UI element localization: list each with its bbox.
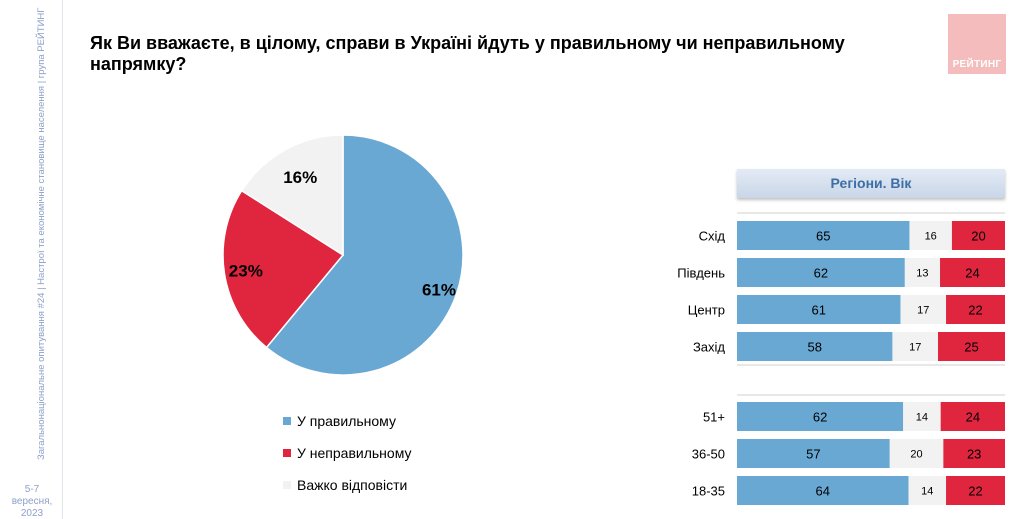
bar-segment-hard <box>900 295 947 324</box>
bar-segment-right <box>737 221 910 250</box>
pie-slice-hard <box>240 134 344 257</box>
bar-value-hard: 17 <box>917 305 929 317</box>
bar-value-right: 64 <box>816 484 830 499</box>
bar-segment-right <box>737 258 905 287</box>
bar-value-hard: 14 <box>916 412 928 424</box>
bar-value-right: 65 <box>816 229 830 244</box>
pie-legend: У правильному У неправильному Важко відп… <box>283 405 411 501</box>
legend-swatch-hard <box>283 481 291 489</box>
pie-label-right: 61% <box>422 281 456 300</box>
page-title: Як Ви вважаєте, в цілому, справи в Украї… <box>90 33 845 74</box>
bar-segment-hard <box>892 332 938 361</box>
legend-label-hard: Важко відповісти <box>297 477 408 493</box>
pie-slice-right <box>265 134 464 376</box>
bar-category-label: 36-50 <box>692 447 725 462</box>
bar-value-wrong: 24 <box>966 410 980 425</box>
bar-value-wrong: 25 <box>964 340 978 355</box>
bar-value-right: 62 <box>813 410 827 425</box>
legend-label-right: У правильному <box>297 413 396 429</box>
bar-value-right: 61 <box>812 303 826 318</box>
bar-chart-title: Регіони. Вік <box>737 169 1005 198</box>
survey-date: 5-7 вересня, 2023 <box>4 484 60 519</box>
side-divider <box>62 0 63 519</box>
bar-segment-hard <box>903 402 941 431</box>
bar-value-right: 58 <box>807 340 821 355</box>
bar-segment-wrong <box>940 258 1005 287</box>
bar-segment-wrong <box>940 402 1005 431</box>
side-strip <box>0 0 62 519</box>
rating-logo: РЕЙТИНГ <box>948 14 1006 74</box>
bar-value-hard: 17 <box>909 342 921 354</box>
bar-segment-hard <box>909 221 952 250</box>
bar-segment-wrong <box>943 439 1005 468</box>
survey-caption: Загальнонаціональне опитування #24 | Нас… <box>36 7 47 460</box>
bar-category-label: 51+ <box>703 410 725 425</box>
legend-item-wrong: У неправильному <box>283 437 411 469</box>
bar-segment-right <box>737 476 909 505</box>
pie-chart: 61% 23% 16% <box>222 134 464 376</box>
legend-swatch-right <box>283 417 291 425</box>
bar-segment-hard <box>904 258 941 287</box>
bar-segment-right <box>737 439 890 468</box>
bar-value-wrong: 24 <box>965 266 979 281</box>
bar-category-label: Схід <box>699 229 726 244</box>
bar-segment-wrong <box>946 295 1005 324</box>
bar-value-right: 57 <box>806 447 820 462</box>
pie-label-hard: 16% <box>283 168 317 187</box>
bar-category-label: Центр <box>688 303 725 318</box>
bar-value-wrong: 22 <box>968 303 982 318</box>
bar-category-label: Південь <box>677 266 725 281</box>
bar-value-right: 62 <box>814 266 828 281</box>
legend-swatch-wrong <box>283 449 291 457</box>
bar-value-wrong: 20 <box>971 229 985 244</box>
bar-segment-right <box>737 295 901 324</box>
legend-item-hard: Важко відповісти <box>283 469 411 501</box>
bar-value-hard: 16 <box>925 231 937 243</box>
bar-segment-hard <box>889 439 944 468</box>
survey-date-days: 5-7 вересня, <box>11 484 53 507</box>
pie-label-wrong: 23% <box>229 261 263 280</box>
survey-date-year: 2023 <box>20 508 44 519</box>
bar-value-wrong: 23 <box>967 447 981 462</box>
legend-label-wrong: У неправильному <box>297 445 412 461</box>
bar-category-label: 18-35 <box>692 484 725 499</box>
logo-text: РЕЙТИНГ <box>952 59 1002 70</box>
bar-value-hard: 20 <box>910 449 922 461</box>
bar-segment-right <box>737 332 893 361</box>
bar-value-hard: 14 <box>921 486 933 498</box>
bar-category-label: Захід <box>693 340 725 355</box>
bar-segment-hard <box>908 476 947 505</box>
legend-item-right: У правильному <box>283 405 411 437</box>
bar-segment-right <box>737 402 904 431</box>
bar-value-hard: 13 <box>916 268 928 280</box>
bar-segment-wrong <box>946 476 1005 505</box>
bar-value-wrong: 22 <box>968 484 982 499</box>
pie-slice-wrong <box>222 189 345 349</box>
bar-segment-wrong <box>951 221 1005 250</box>
bar-segment-wrong <box>938 332 1005 361</box>
